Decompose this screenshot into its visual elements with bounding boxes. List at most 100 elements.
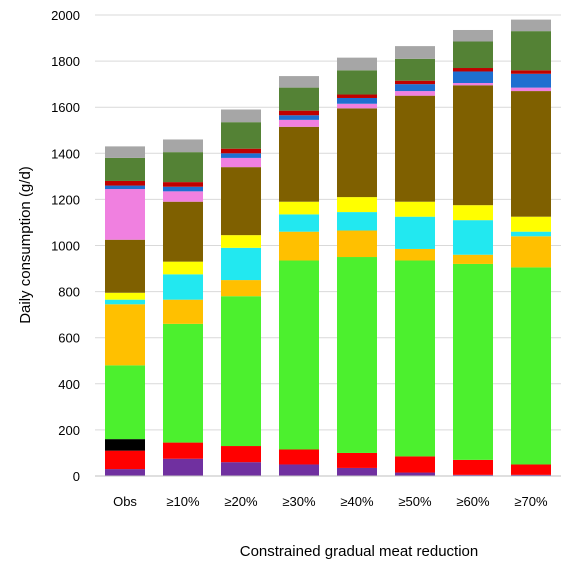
bar-segment-7-9	[511, 73, 551, 88]
bar-segment-5-0	[395, 472, 435, 476]
bar-segment-4-9	[337, 97, 377, 104]
bar-segment-1-9	[163, 186, 203, 192]
y-tick-label: 200	[58, 423, 80, 438]
bar-segment-2-8	[221, 157, 261, 168]
bar-segment-0-7	[105, 239, 145, 293]
bar-segment-6-11	[453, 41, 493, 69]
x-axis-title: Constrained gradual meat reduction	[240, 543, 478, 560]
bar-segment-5-3	[395, 260, 435, 457]
x-tick-label: ≥20%	[224, 494, 258, 509]
bar-segment-7-7	[511, 91, 551, 217]
bar-segment-0-12	[105, 146, 145, 158]
bar-segment-7-6	[511, 216, 551, 232]
y-tick-label: 1800	[51, 54, 80, 69]
x-tick-label: ≥50%	[398, 494, 432, 509]
bar-segment-5-11	[395, 58, 435, 81]
bar-segment-2-5	[221, 247, 261, 281]
y-tick-label: 1200	[51, 192, 80, 207]
bar-segment-4-10	[337, 94, 377, 98]
bar-segment-0-11	[105, 157, 145, 181]
bar-segment-5-9	[395, 84, 435, 92]
bar-segment-7-4	[511, 236, 551, 268]
bar-segment-2-10	[221, 148, 261, 154]
bar-segment-5-10	[395, 80, 435, 85]
bar-segment-0-4	[105, 304, 145, 366]
bar-segment-7-10	[511, 70, 551, 74]
bar-segment-5-5	[395, 216, 435, 249]
y-tick-label: 600	[58, 331, 80, 346]
bar-segment-6-1	[453, 459, 493, 475]
y-tick-label: 1000	[51, 239, 80, 254]
bar-segment-3-12	[279, 76, 319, 88]
x-tick-label: ≥60%	[456, 494, 490, 509]
bar-segment-1-11	[163, 152, 203, 183]
bar-segment-0-8	[105, 189, 145, 240]
bar-segment-6-3	[453, 263, 493, 460]
bar-segment-4-11	[337, 70, 377, 95]
bar-segment-5-4	[395, 248, 435, 261]
bar-segment-6-8	[453, 82, 493, 86]
bar-segment-2-4	[221, 280, 261, 297]
x-tick-label: ≥40%	[340, 494, 374, 509]
bar-segment-0-5	[105, 299, 145, 305]
x-axis-tick-labels: Obs ≥10% ≥20% ≥30% ≥40% ≥50% ≥60% ≥70%	[113, 494, 548, 509]
bar-segment-2-3	[221, 296, 261, 447]
y-tick-label: 1400	[51, 146, 80, 161]
bar-segment-2-1	[221, 446, 261, 463]
bar-segment-0-6	[105, 292, 145, 300]
bar-segment-6-6	[453, 205, 493, 221]
bar-segment-2-12	[221, 109, 261, 123]
bar-segment-3-6	[279, 201, 319, 215]
bar-segment-1-5	[163, 274, 203, 300]
bar-segment-4-3	[337, 257, 377, 453]
bar-segment-6-4	[453, 254, 493, 264]
x-tick-label: Obs	[113, 494, 137, 509]
bar-segment-2-9	[221, 153, 261, 158]
bar-segment-3-8	[279, 119, 319, 127]
bar-segment-3-9	[279, 115, 319, 120]
bar-segment-6-7	[453, 85, 493, 206]
y-tick-label: 1600	[51, 100, 80, 115]
bar-segment-0-3	[105, 365, 145, 440]
bar-segment-2-0	[221, 462, 261, 476]
y-tick-label: 800	[58, 285, 80, 300]
bar-segment-3-4	[279, 231, 319, 261]
bar-segment-1-8	[163, 191, 203, 202]
bar-segment-3-3	[279, 260, 319, 450]
bar-segment-3-5	[279, 214, 319, 232]
bar-segment-0-10	[105, 180, 145, 186]
bar-segment-6-10	[453, 68, 493, 72]
bar-segment-6-9	[453, 71, 493, 83]
bar-segment-3-0	[279, 464, 319, 476]
bar-segment-6-0	[453, 474, 493, 476]
y-tick-label: 0	[73, 469, 80, 484]
y-tick-label: 400	[58, 377, 80, 392]
bar-segment-5-1	[395, 456, 435, 473]
bar-segment-7-5	[511, 231, 551, 237]
bar-segment-4-4	[337, 230, 377, 258]
bar-segment-2-7	[221, 167, 261, 236]
bar-segment-4-8	[337, 103, 377, 109]
bars	[105, 19, 551, 476]
bar-segment-3-7	[279, 126, 319, 202]
bar-segment-1-3	[163, 323, 203, 443]
bar-segment-7-12	[511, 19, 551, 32]
bar-segment-3-1	[279, 449, 319, 465]
bar-segment-5-12	[395, 46, 435, 59]
bar-segment-2-6	[221, 235, 261, 248]
bar-segment-4-0	[337, 467, 377, 476]
bar-segment-7-3	[511, 267, 551, 465]
bar-segment-3-10	[279, 110, 319, 116]
bar-segment-5-7	[395, 95, 435, 202]
bar-segment-3-11	[279, 87, 319, 111]
bar-segment-4-12	[337, 57, 377, 71]
y-tick-label: 2000	[51, 8, 80, 23]
bar-segment-4-6	[337, 197, 377, 213]
bar-segment-1-4	[163, 299, 203, 324]
bar-segment-0-9	[105, 185, 145, 190]
bar-segment-1-1	[163, 442, 203, 459]
bar-segment-1-6	[163, 261, 203, 275]
bar-segment-7-11	[511, 31, 551, 71]
bar-segment-6-12	[453, 29, 493, 42]
